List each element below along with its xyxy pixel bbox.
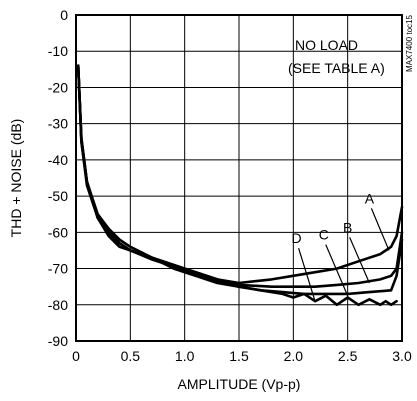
figure-id-note: MAX7400 toc15 xyxy=(405,15,414,72)
leader-line-c xyxy=(325,244,349,296)
y-tick-label: -40 xyxy=(48,152,68,168)
plot-frame xyxy=(75,14,403,342)
series-line-b xyxy=(76,64,404,288)
x-tick-label: 3.0 xyxy=(392,348,412,364)
y-tick-label: -30 xyxy=(48,116,68,132)
curve-label-b: B xyxy=(343,219,352,235)
series-line-d xyxy=(76,64,398,307)
x-tick-label: 0.5 xyxy=(121,348,141,364)
y-tick-label: -80 xyxy=(48,297,68,313)
curve-label-c: C xyxy=(319,227,329,243)
x-tick-label: 0 xyxy=(72,348,80,364)
curve-label-d: D xyxy=(292,230,302,246)
x-tick-label: 1.5 xyxy=(229,348,249,364)
y-tick-label: -90 xyxy=(48,333,68,349)
series-line-c xyxy=(76,64,404,296)
y-tick-label: -60 xyxy=(48,224,68,240)
annotation-line-2: (SEE TABLE A) xyxy=(288,60,385,76)
y-tick-label: 0 xyxy=(60,7,68,23)
x-tick-labels: 0 0.5 1.0 1.5 2.0 2.5 3.0 xyxy=(72,348,412,364)
annotation-line-1: NO LOAD xyxy=(295,37,358,53)
y-axis-title: THD + NOISE (dB) xyxy=(8,119,24,238)
curve-labels: ABC D xyxy=(292,190,375,246)
series-curves xyxy=(76,64,404,307)
y-tick-label: -70 xyxy=(48,261,68,277)
y-tick-label: -20 xyxy=(48,79,68,95)
y-tick-label: -50 xyxy=(48,188,68,204)
x-tick-label: 2.5 xyxy=(338,348,358,364)
x-tick-label: 2.0 xyxy=(284,348,304,364)
leader-line-a xyxy=(370,208,390,251)
leader-line-b xyxy=(349,237,370,284)
y-tick-labels: 0 -10 -20 -30 -40 -50 -60 -70 -80 -90 xyxy=(48,7,68,349)
x-tick-label: 1.0 xyxy=(175,348,195,364)
leader-line-d xyxy=(298,248,316,302)
y-tick-label: -10 xyxy=(48,43,68,59)
curve-label-leaders xyxy=(298,208,390,302)
curve-label-a: A xyxy=(365,190,375,206)
x-axis-title: AMPLITUDE (Vp-p) xyxy=(178,376,301,392)
